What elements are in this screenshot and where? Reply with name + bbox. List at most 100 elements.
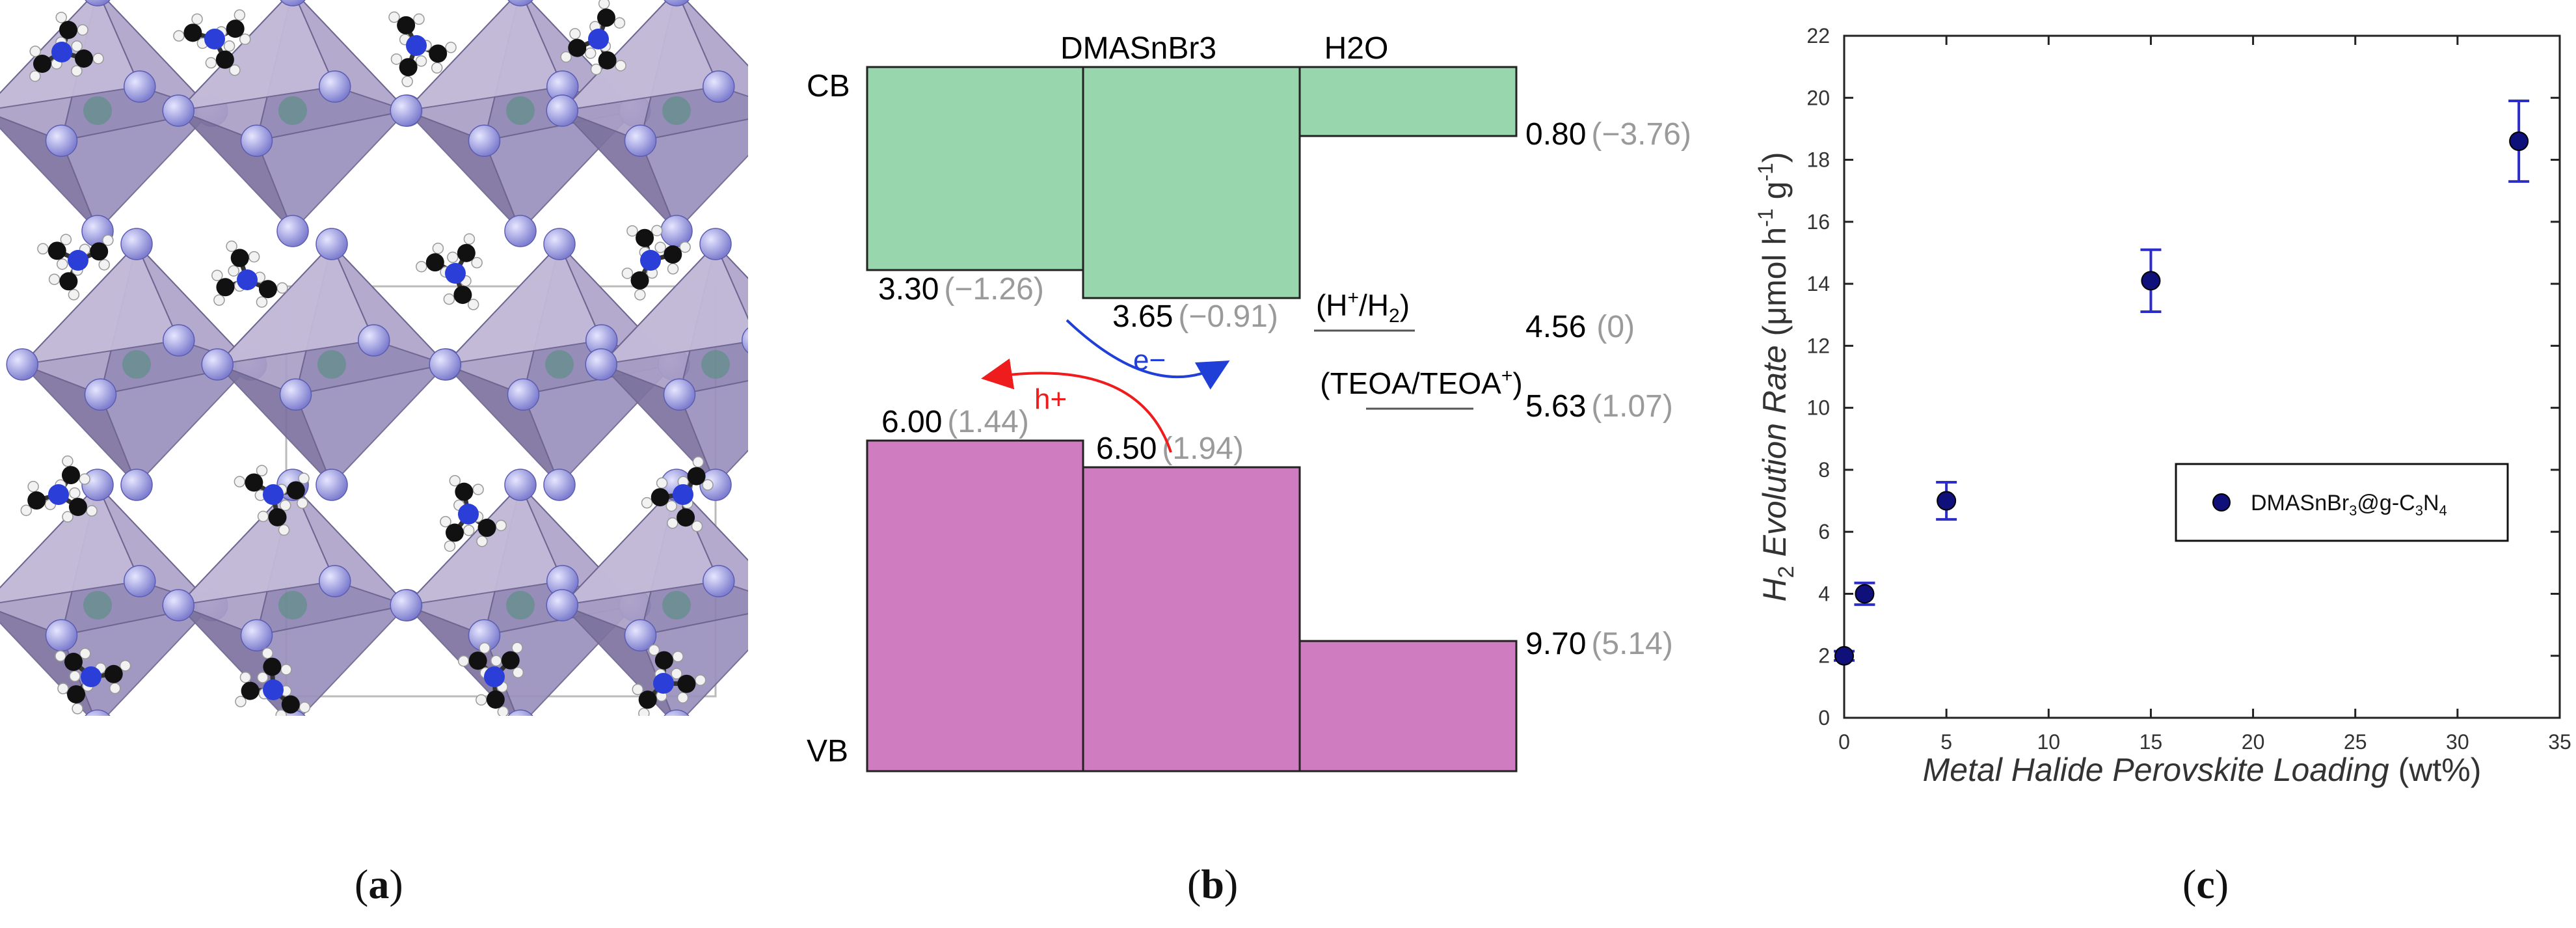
panel-a-crystal-structure <box>0 0 748 846</box>
y-tick-label: 16 <box>1806 210 1830 234</box>
carbon-atom <box>263 657 282 676</box>
data-point <box>1855 584 1875 604</box>
bromine-atom <box>319 70 351 103</box>
crystal-structure-image <box>0 0 748 716</box>
bromine-atom <box>163 324 195 357</box>
bromine-atom <box>624 124 657 157</box>
nitrogen-atom <box>458 504 479 525</box>
bromine-atom <box>358 324 390 357</box>
hydrogen-atom <box>276 282 288 294</box>
bromine-atom <box>543 228 576 260</box>
hydrogen-atom <box>665 500 677 512</box>
y-tick-label: 4 <box>1818 582 1830 605</box>
hydrogen-atom <box>20 504 33 516</box>
hydrogen-atom <box>667 263 679 275</box>
hydrogen-atom <box>445 42 457 53</box>
redox-label-h2: (H+/H2) <box>1316 287 1410 327</box>
hydrogen-atom <box>443 293 455 305</box>
bromine-atom <box>240 124 273 157</box>
carbon-atom <box>445 523 464 542</box>
hydrogen-atom <box>56 258 68 270</box>
hydrogen-atom <box>495 519 507 532</box>
hydrogen-atom <box>671 668 682 679</box>
column-header-dmasnbr3: DMASnBr3 <box>1060 31 1216 66</box>
bromine-atom <box>45 619 78 651</box>
hydrogen-atom <box>457 655 470 667</box>
carbon-atom <box>664 245 682 264</box>
h2-evolution-chart: 0 5 10 15 20 25 30 35 0 2 4 6 8 10 12 14 16 18 20 22 Metal H… <box>1754 24 2571 788</box>
x-tick-label: 20 <box>2242 730 2265 754</box>
nitrogen-atom <box>263 679 284 700</box>
band-diagram: DMASnBr3 H2O CB VB 3.30 (−1.26) 3.65 (−0.9… <box>807 31 1691 772</box>
bromine-atom <box>624 619 657 651</box>
bromine-atom <box>201 348 234 381</box>
hydrogen-atom <box>239 33 251 45</box>
cb-block-dmasnbr3 <box>1082 66 1301 299</box>
bromine-atom <box>543 469 576 501</box>
hydrogen-atom <box>77 24 88 36</box>
hydrogen-atom <box>278 524 290 536</box>
nitrogen-atom <box>68 250 88 271</box>
tin-atom <box>278 96 307 125</box>
carbon-atom <box>67 685 86 703</box>
panel-b-band-diagram: DMASnBr3 H2O CB VB 3.30 (−1.26) 3.65 (−0.9… <box>781 0 1724 846</box>
carbon-atom <box>47 241 66 260</box>
hydrogen-atom <box>223 40 235 52</box>
bromine-atom <box>507 378 540 411</box>
hydrogen-atom <box>262 648 273 659</box>
carbon-atom <box>183 23 202 42</box>
hydrogen-atom <box>615 60 626 72</box>
carbon-atom <box>457 243 476 262</box>
bromine-atom <box>664 0 690 7</box>
hydrogen-atom <box>634 289 646 301</box>
octahedron-face <box>678 380 748 486</box>
x-tick-label: 35 <box>2548 730 2571 754</box>
cb-block-h2o <box>1298 66 1518 137</box>
hydrogen-atom <box>69 487 81 499</box>
hydrogen-atom <box>86 505 98 517</box>
octahedron-face <box>443 243 603 366</box>
vb-level-dmasnbr3: 6.50 (1.94) <box>1096 431 1244 466</box>
y-tick-label: 12 <box>1806 334 1830 357</box>
carbon-atom <box>486 690 505 709</box>
carbon-atom <box>215 50 234 69</box>
x-tick-label: 5 <box>1940 730 1952 754</box>
y-tick-label: 0 <box>1818 706 1830 730</box>
bromine-atom <box>120 228 153 260</box>
hydrogen-atom <box>440 515 451 528</box>
hydrogen-atom <box>511 642 523 653</box>
hydrogen-atom <box>68 289 80 301</box>
hydrogen-atom <box>648 644 660 656</box>
carbon-atom <box>104 664 123 683</box>
y-tick-label: 6 <box>1818 520 1830 543</box>
hydrogen-atom <box>257 510 269 523</box>
hydrogen-atom <box>654 241 666 253</box>
vb-level-1: 6.00 (1.44) <box>881 405 1029 439</box>
bromine-atom <box>585 348 617 381</box>
hydrogen-atom <box>444 540 456 552</box>
hydrogen-atom <box>92 53 104 64</box>
y-tick-label: 20 <box>1806 86 1830 109</box>
bromine-atom <box>240 619 273 651</box>
carbon-atom <box>216 278 235 297</box>
carbon-atom <box>75 49 93 68</box>
hydrogen-atom <box>490 655 502 666</box>
carbon-atom <box>477 519 496 538</box>
hydrogen-atom <box>467 299 479 310</box>
bromine-atom <box>315 228 348 260</box>
bromine-atom <box>742 327 748 353</box>
bromine-atom <box>120 469 153 501</box>
hydrogen-atom <box>228 265 239 277</box>
octahedron-face <box>560 0 720 112</box>
carbon-atom <box>455 482 474 501</box>
nitrogen-atom <box>653 673 674 694</box>
bromine-atom <box>162 94 195 127</box>
carbon-atom <box>425 253 444 272</box>
hydrogen-atom <box>27 480 39 493</box>
panel-c-chart: 0 5 10 15 20 25 30 35 0 2 4 6 8 10 12 14 16 18 20 22 Metal H… <box>1724 0 2576 846</box>
bromine-atom <box>699 469 732 501</box>
hydrogen-atom <box>651 225 663 237</box>
nitrogen-atom <box>484 666 505 687</box>
x-tick-label: 25 <box>2344 730 2367 754</box>
bromine-atom <box>664 709 690 716</box>
